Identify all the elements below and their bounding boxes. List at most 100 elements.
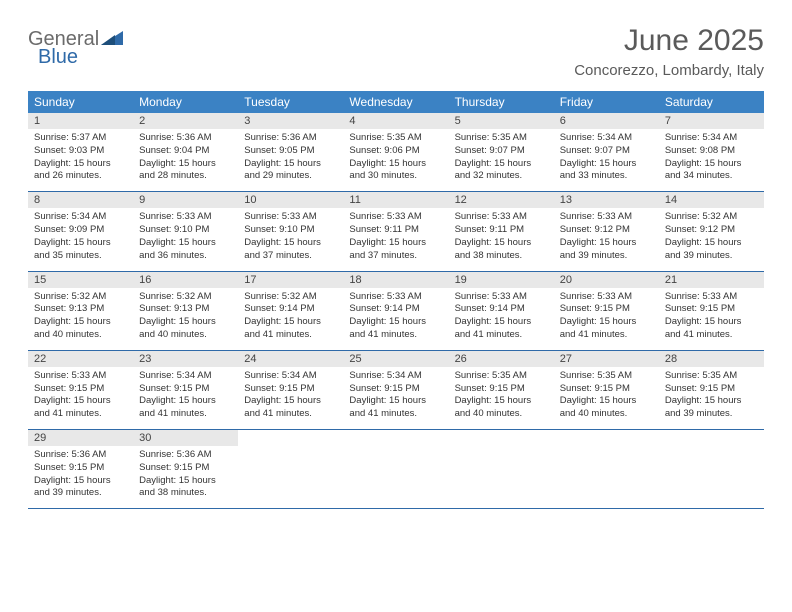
daylight-text: Daylight: 15 hours and 41 minutes. bbox=[560, 316, 653, 342]
day-cell: 26Sunrise: 5:35 AMSunset: 9:15 PMDayligh… bbox=[449, 351, 554, 429]
sunrise-text: Sunrise: 5:33 AM bbox=[560, 211, 653, 224]
day-number: 4 bbox=[343, 113, 448, 129]
day-cell: 27Sunrise: 5:35 AMSunset: 9:15 PMDayligh… bbox=[554, 351, 659, 429]
sunset-text: Sunset: 9:09 PM bbox=[34, 224, 127, 237]
daylight-text: Daylight: 15 hours and 41 minutes. bbox=[139, 395, 232, 421]
day-cell: 3Sunrise: 5:36 AMSunset: 9:05 PMDaylight… bbox=[238, 113, 343, 191]
daylight-text: Daylight: 15 hours and 37 minutes. bbox=[349, 237, 442, 263]
sunset-text: Sunset: 9:04 PM bbox=[139, 145, 232, 158]
daylight-text: Daylight: 15 hours and 30 minutes. bbox=[349, 158, 442, 184]
sunrise-text: Sunrise: 5:33 AM bbox=[455, 291, 548, 304]
day-cell: 8Sunrise: 5:34 AMSunset: 9:09 PMDaylight… bbox=[28, 192, 133, 270]
sunset-text: Sunset: 9:15 PM bbox=[244, 383, 337, 396]
day-number: 6 bbox=[554, 113, 659, 129]
sunset-text: Sunset: 9:13 PM bbox=[139, 303, 232, 316]
title-block: June 2025 Concorezzo, Lombardy, Italy bbox=[574, 24, 764, 79]
sunset-text: Sunset: 9:14 PM bbox=[244, 303, 337, 316]
day-number: 21 bbox=[659, 272, 764, 288]
day-cell: 7Sunrise: 5:34 AMSunset: 9:08 PMDaylight… bbox=[659, 113, 764, 191]
daylight-text: Daylight: 15 hours and 38 minutes. bbox=[139, 475, 232, 501]
week-row: 8Sunrise: 5:34 AMSunset: 9:09 PMDaylight… bbox=[28, 192, 764, 271]
month-title: June 2025 bbox=[574, 24, 764, 58]
sunset-text: Sunset: 9:11 PM bbox=[455, 224, 548, 237]
day-cell-empty: . bbox=[659, 430, 764, 508]
sunrise-text: Sunrise: 5:33 AM bbox=[349, 291, 442, 304]
sunset-text: Sunset: 9:15 PM bbox=[455, 383, 548, 396]
daylight-text: Daylight: 15 hours and 41 minutes. bbox=[34, 395, 127, 421]
sunset-text: Sunset: 9:10 PM bbox=[139, 224, 232, 237]
day-number: 7 bbox=[659, 113, 764, 129]
sunrise-text: Sunrise: 5:32 AM bbox=[34, 291, 127, 304]
sunset-text: Sunset: 9:07 PM bbox=[560, 145, 653, 158]
sunset-text: Sunset: 9:13 PM bbox=[34, 303, 127, 316]
sunrise-text: Sunrise: 5:32 AM bbox=[139, 291, 232, 304]
sunset-text: Sunset: 9:08 PM bbox=[665, 145, 758, 158]
day-number: 25 bbox=[343, 351, 448, 367]
day-cell: 15Sunrise: 5:32 AMSunset: 9:13 PMDayligh… bbox=[28, 272, 133, 350]
day-number: 22 bbox=[28, 351, 133, 367]
sunset-text: Sunset: 9:14 PM bbox=[349, 303, 442, 316]
day-cell: 5Sunrise: 5:35 AMSunset: 9:07 PMDaylight… bbox=[449, 113, 554, 191]
sunrise-text: Sunrise: 5:33 AM bbox=[244, 211, 337, 224]
day-cell: 14Sunrise: 5:32 AMSunset: 9:12 PMDayligh… bbox=[659, 192, 764, 270]
calendar-page: General June 2025 Concorezzo, Lombardy, … bbox=[0, 0, 792, 533]
sunrise-text: Sunrise: 5:33 AM bbox=[34, 370, 127, 383]
day-number: 11 bbox=[343, 192, 448, 208]
daylight-text: Daylight: 15 hours and 28 minutes. bbox=[139, 158, 232, 184]
day-number: 18 bbox=[343, 272, 448, 288]
sunrise-text: Sunrise: 5:37 AM bbox=[34, 132, 127, 145]
location-text: Concorezzo, Lombardy, Italy bbox=[574, 62, 764, 79]
day-number: 29 bbox=[28, 430, 133, 446]
day-cell: 9 Sunrise: 5:33 AMSunset: 9:10 PMDaylight… bbox=[133, 192, 238, 270]
day-number: 26 bbox=[449, 351, 554, 367]
sunset-text: Sunset: 9:15 PM bbox=[665, 303, 758, 316]
daylight-text: Daylight: 15 hours and 41 minutes. bbox=[665, 316, 758, 342]
day-cell: 16Sunrise: 5:32 AMSunset: 9:13 PMDayligh… bbox=[133, 272, 238, 350]
sunset-text: Sunset: 9:14 PM bbox=[455, 303, 548, 316]
day-number: 12 bbox=[449, 192, 554, 208]
sunrise-text: Sunrise: 5:33 AM bbox=[665, 291, 758, 304]
sunset-text: Sunset: 9:10 PM bbox=[244, 224, 337, 237]
sunset-text: Sunset: 9:15 PM bbox=[665, 383, 758, 396]
day-number: 17 bbox=[238, 272, 343, 288]
day-number: 9 bbox=[133, 192, 238, 208]
day-cell: 30Sunrise: 5:36 AMSunset: 9:15 PMDayligh… bbox=[133, 430, 238, 508]
sunrise-text: Sunrise: 5:33 AM bbox=[455, 211, 548, 224]
sunset-text: Sunset: 9:07 PM bbox=[455, 145, 548, 158]
daylight-text: Daylight: 15 hours and 41 minutes. bbox=[244, 395, 337, 421]
day-number: 20 bbox=[554, 272, 659, 288]
day-cell: 2Sunrise: 5:36 AMSunset: 9:04 PMDaylight… bbox=[133, 113, 238, 191]
weekday-thu: Thursday bbox=[449, 91, 554, 113]
day-cell: 1Sunrise: 5:37 AMSunset: 9:03 PMDaylight… bbox=[28, 113, 133, 191]
sunset-text: Sunset: 9:12 PM bbox=[560, 224, 653, 237]
day-cell: 18 Sunrise: 5:33 AMSunset: 9:14 PMDayligh… bbox=[343, 272, 448, 350]
sunrise-text: Sunrise: 5:34 AM bbox=[34, 211, 127, 224]
sunset-text: Sunset: 9:03 PM bbox=[34, 145, 127, 158]
day-cell-empty: . bbox=[554, 430, 659, 508]
brand-word-2-wrap: Blue bbox=[38, 42, 78, 69]
sunset-text: Sunset: 9:05 PM bbox=[244, 145, 337, 158]
day-cell: 25Sunrise: 5:34 AMSunset: 9:15 PMDayligh… bbox=[343, 351, 448, 429]
sunset-text: Sunset: 9:15 PM bbox=[34, 462, 127, 475]
daylight-text: Daylight: 15 hours and 39 minutes. bbox=[560, 237, 653, 263]
daylight-text: Daylight: 15 hours and 41 minutes. bbox=[349, 316, 442, 342]
sunrise-text: Sunrise: 5:36 AM bbox=[139, 449, 232, 462]
weekday-sun: Sunday bbox=[28, 91, 133, 113]
weekday-header-row: Sunday Monday Tuesday Wednesday Thursday… bbox=[28, 91, 764, 113]
day-number: 13 bbox=[554, 192, 659, 208]
sunset-text: Sunset: 9:15 PM bbox=[349, 383, 442, 396]
weekday-tue: Tuesday bbox=[238, 91, 343, 113]
day-number: 15 bbox=[28, 272, 133, 288]
day-cell: 24Sunrise: 5:34 AMSunset: 9:15 PMDayligh… bbox=[238, 351, 343, 429]
sunrise-text: Sunrise: 5:35 AM bbox=[665, 370, 758, 383]
daylight-text: Daylight: 15 hours and 41 minutes. bbox=[244, 316, 337, 342]
sunrise-text: Sunrise: 5:35 AM bbox=[349, 132, 442, 145]
sunrise-text: Sunrise: 5:35 AM bbox=[455, 132, 548, 145]
daylight-text: Daylight: 15 hours and 33 minutes. bbox=[560, 158, 653, 184]
day-cell-empty: . bbox=[238, 430, 343, 508]
day-number: 19 bbox=[449, 272, 554, 288]
daylight-text: Daylight: 15 hours and 36 minutes. bbox=[139, 237, 232, 263]
day-number: 5 bbox=[449, 113, 554, 129]
sunset-text: Sunset: 9:15 PM bbox=[560, 303, 653, 316]
sunrise-text: Sunrise: 5:33 AM bbox=[139, 211, 232, 224]
